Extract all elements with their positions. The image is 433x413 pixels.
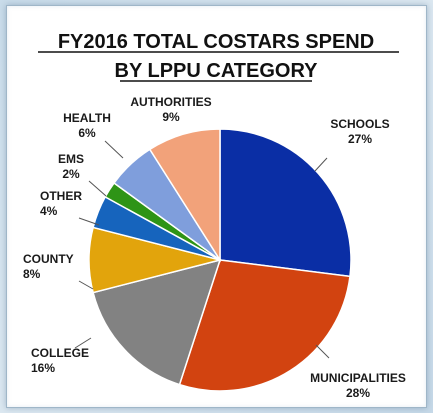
leader-line-schools [314,157,328,172]
slice-labels: SCHOOLS 27% MUNICIPALITIES 28% COLLEGE 16% COU… [23,95,406,400]
slice-label-ems: EMS 2% [58,152,84,181]
slice-label-pct-ems: 2% [62,167,80,181]
slice-label-pct-county: 8% [23,267,41,281]
slice-label-name-health: HEALTH [63,111,111,125]
leader-lines [74,140,330,359]
slice-label-municipalities: MUNICIPALITIES 28% [310,371,406,400]
slice-label-pct-other: 4% [40,204,58,218]
slice-label-name-college: COLLEGE [31,346,89,360]
slice-label-name-ems: EMS [58,152,84,166]
slice-label-name-authorities: AUTHORITIES [130,95,211,109]
leader-line-county [78,280,94,290]
pie-slice-schools [219,128,352,278]
slice-label-pct-schools: 27% [348,132,372,146]
slice-label-name-municipalities: MUNICIPALITIES [310,371,406,385]
slice-label-pct-health: 6% [78,126,96,140]
chart-frame: FY2016 TOTAL COSTARS SPEND BY LPPU CATEG… [6,5,427,408]
slice-label-authorities: AUTHORITIES 9% [130,95,211,124]
leader-line-municipalities [315,344,330,359]
leader-line-health [104,140,124,159]
pie-chart: FY2016 TOTAL COSTARS SPEND BY LPPU CATEG… [23,31,406,400]
slice-label-pct-college: 16% [31,361,55,375]
leader-line-other [78,217,100,226]
pie-slice-college [92,258,222,386]
chart-title-line1: FY2016 TOTAL COSTARS SPEND [58,31,374,53]
slice-label-name-county: COUNTY [23,252,74,266]
leader-line-college [74,337,92,349]
slice-label-other: OTHER 4% [40,189,82,218]
slice-label-health: HEALTH 6% [63,111,111,140]
pie-slices [88,128,352,392]
slice-label-college: COLLEGE 16% [31,346,89,375]
slice-label-name-other: OTHER [40,189,82,203]
slice-label-name-schools: SCHOOLS [330,117,389,131]
pie-slice-municipalities [178,259,351,392]
slice-label-pct-municipalities: 28% [346,386,370,400]
pie-slice-authorities [148,128,221,263]
slice-label-pct-authorities: 9% [162,110,180,124]
slice-label-county: COUNTY 8% [23,252,74,281]
leader-line-ems [88,180,107,197]
chart-title-line2: BY LPPU CATEGORY [115,60,319,82]
slice-label-schools: SCHOOLS 27% [330,117,389,146]
